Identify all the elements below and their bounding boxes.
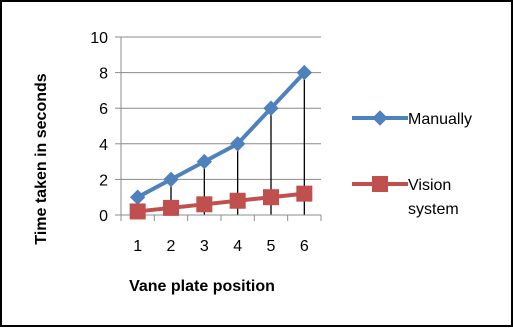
data-point (131, 190, 145, 204)
series (130, 66, 312, 219)
data-point (130, 204, 145, 219)
x-tick-label: 5 (267, 238, 276, 255)
y-tick-label: 4 (99, 137, 108, 154)
x-tick-label: 2 (167, 238, 176, 255)
y-tick-label: 8 (99, 66, 108, 83)
data-point (264, 190, 279, 205)
legend-marker (373, 111, 387, 125)
y-tick-label: 2 (99, 172, 108, 189)
data-point (230, 193, 245, 208)
data-point (297, 186, 312, 201)
legend-label-line: system (408, 201, 459, 218)
x-tick-label: 4 (233, 238, 242, 255)
y-tick-label: 10 (90, 30, 108, 47)
y-axis-title: Time taken in seconds (33, 73, 50, 244)
data-point (164, 200, 179, 215)
data-point (197, 155, 211, 169)
data-point (197, 197, 212, 212)
legend-label: Vision system (408, 177, 459, 218)
legend-label-line: Vision (408, 177, 451, 194)
legend-label-line: Manually (408, 111, 472, 128)
x-tick-label: 1 (133, 238, 142, 255)
legend-item-2: Vision system (352, 177, 459, 219)
legend-label: Manually (408, 111, 472, 128)
series-line-1 (138, 73, 305, 198)
data-point (164, 172, 178, 186)
legend: Manually Vision system (352, 111, 472, 218)
legend-item-1: Manually (352, 111, 472, 128)
x-axis-title: Vane plate position (129, 278, 275, 295)
y-tick-label: 6 (99, 101, 108, 118)
series-line-2 (138, 194, 305, 212)
y-tick-label: 0 (99, 208, 108, 225)
x-tick-label: 6 (300, 238, 309, 255)
gridlines (121, 37, 321, 179)
legend-marker (373, 177, 388, 192)
x-tick-label: 3 (200, 238, 209, 255)
